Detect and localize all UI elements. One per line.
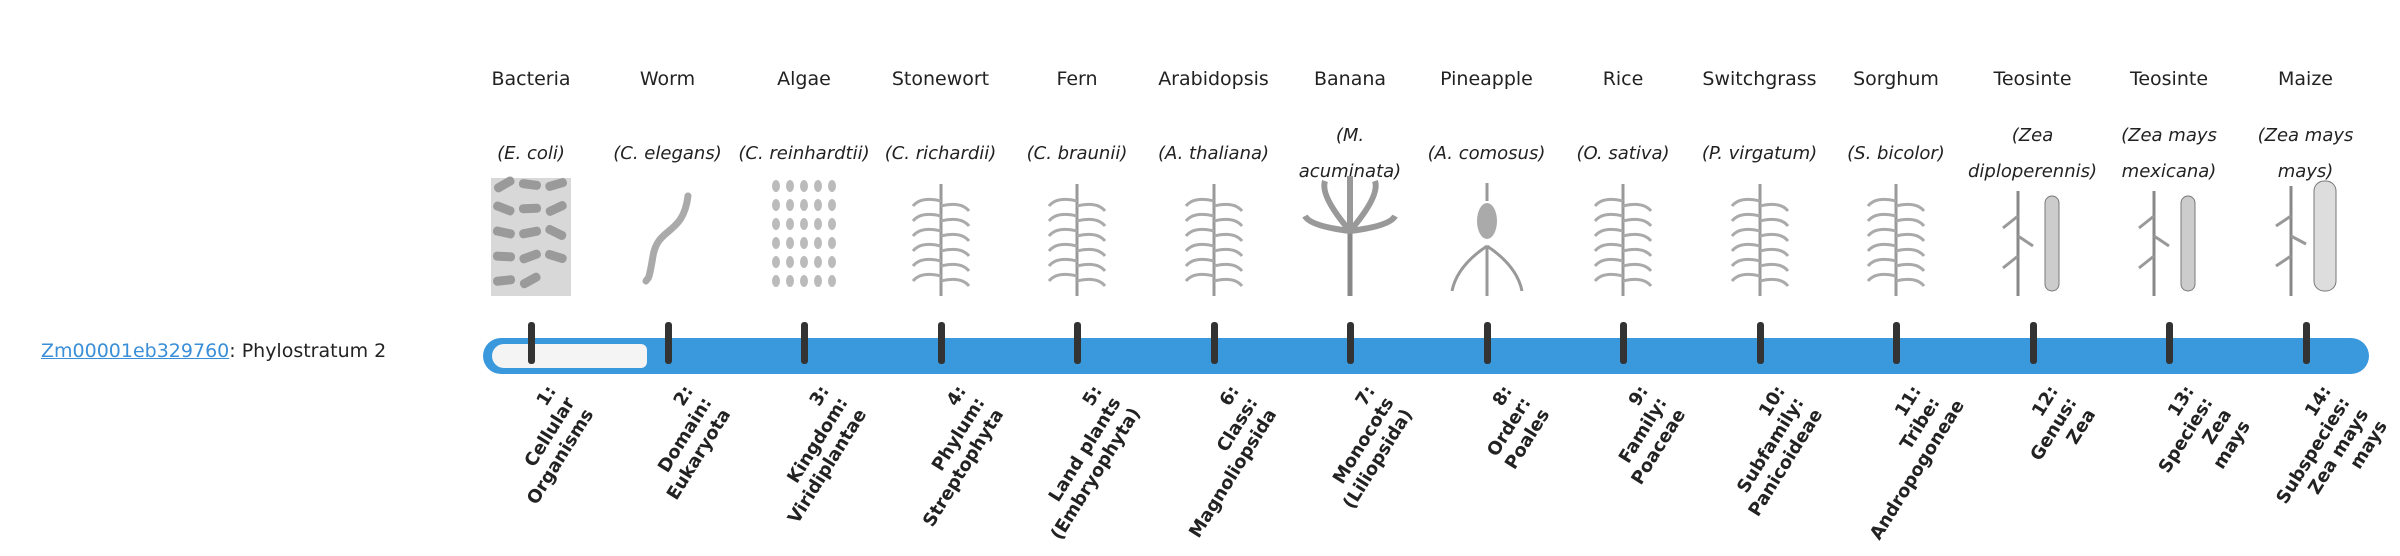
- species-text: (C. elegans): [613, 143, 722, 164]
- stratum-tick: [937, 322, 945, 364]
- arabidopsis-icon: [1146, 176, 1282, 298]
- organism-species: (E. coli): [463, 118, 599, 190]
- organism-species: (C. richardii): [873, 118, 1009, 190]
- species-text: (Zea diploperennis): [1967, 125, 2098, 182]
- teosinte-icon: [2101, 176, 2237, 298]
- phylostratum-bar: [483, 338, 2369, 374]
- organism-name: Maize: [2278, 68, 2333, 90]
- pineapple-icon: [1419, 176, 1555, 298]
- species-text: (O. sativa): [1576, 143, 1670, 164]
- algae-icon: [736, 176, 872, 298]
- organism-species: (O. sativa): [1555, 118, 1691, 190]
- fern-icon: [1009, 176, 1145, 298]
- stratum-tick: [801, 322, 808, 364]
- stratum-tick: [2302, 322, 2310, 364]
- organism-species: (C. reinhardtii): [736, 118, 872, 190]
- rice-icon: [1555, 176, 1691, 298]
- organism-species: (Zea diploperennis): [1965, 118, 2101, 190]
- banana-icon: [1282, 176, 1418, 298]
- bacteria-icon: [463, 176, 599, 298]
- gene-label: Zm00001eb329760: Phylostratum 2: [41, 340, 386, 362]
- species-text: (Zea mays mays): [2257, 125, 2354, 182]
- organism-name: Stonewort: [891, 68, 990, 90]
- stratum-tick: [664, 322, 672, 364]
- stratum-tick: [1210, 322, 1218, 364]
- phylostratum-text: : Phylostratum 2: [229, 340, 387, 362]
- organism-name: Bacteria: [491, 68, 571, 90]
- organism-name: Switchgrass: [1702, 68, 1817, 90]
- stratum-tick: [1347, 322, 1354, 364]
- species-text: (M. acuminata): [1298, 125, 1402, 182]
- organism-name: Fern: [1056, 68, 1098, 90]
- worm-icon: [600, 176, 736, 298]
- organism-name: Pineapple: [1440, 68, 1533, 90]
- stratum-tick: [1756, 322, 1764, 364]
- organism-species: (Zea mays mays): [2238, 118, 2374, 190]
- organism-name: Arabidopsis: [1158, 68, 1269, 90]
- organism-species: (C. braunii): [1009, 118, 1145, 190]
- maize-icon: [2238, 176, 2374, 298]
- stonewort-icon: [873, 176, 1009, 298]
- gene-link[interactable]: Zm00001eb329760: [41, 340, 230, 362]
- organism-name: Teosinte: [2129, 68, 2209, 90]
- species-text: (C. braunii): [1026, 143, 1128, 164]
- species-text: (A. thaliana): [1157, 143, 1270, 164]
- phylostratum-bar-unfilled: [492, 344, 647, 368]
- species-text: (C. reinhardtii): [738, 143, 870, 164]
- organism-species: (A. thaliana): [1146, 118, 1282, 190]
- species-text: (Zea mays mexicana): [2121, 125, 2217, 182]
- stratum-tick: [528, 322, 535, 364]
- organism-name: Sorghum: [1853, 68, 1939, 90]
- species-text: (A. comosus): [1427, 143, 1546, 164]
- stratum-tick: [1483, 322, 1491, 364]
- organism-species: (M. acuminata): [1282, 118, 1418, 190]
- species-text: (S. bicolor): [1847, 143, 1945, 164]
- organism-species: (Zea mays mexicana): [2101, 118, 2237, 190]
- organism-name: Rice: [1602, 68, 1644, 90]
- organism-species: (A. comosus): [1419, 118, 1555, 190]
- stratum-tick: [1620, 322, 1627, 364]
- stratum-tick: [1893, 322, 1900, 364]
- stratum-label: 13: Species: Zea mays: [2102, 382, 2256, 556]
- species-text: (P. virgatum): [1701, 143, 1818, 164]
- stratum-tick: [2166, 322, 2173, 364]
- organism-name: Teosinte: [1993, 68, 2072, 90]
- organism-name: Banana: [1313, 68, 1387, 90]
- organism-species: (S. bicolor): [1828, 118, 1964, 190]
- teosinte-icon: [1965, 176, 2101, 298]
- organism-species: (C. elegans): [600, 118, 736, 190]
- stratum-tick: [2029, 322, 2037, 364]
- organism-species: (P. virgatum): [1692, 118, 1828, 190]
- stratum-label: 14: Subspecies: Zea mays mays: [2238, 382, 2392, 556]
- sorghum-icon: [1828, 176, 1964, 298]
- stratum-tick: [1074, 322, 1081, 364]
- organism-name: Algae: [777, 68, 831, 90]
- species-text: (E. coli): [497, 143, 565, 164]
- species-text: (C. richardii): [884, 143, 997, 164]
- switchgrass-icon: [1692, 176, 1828, 298]
- organism-name: Worm: [639, 68, 696, 90]
